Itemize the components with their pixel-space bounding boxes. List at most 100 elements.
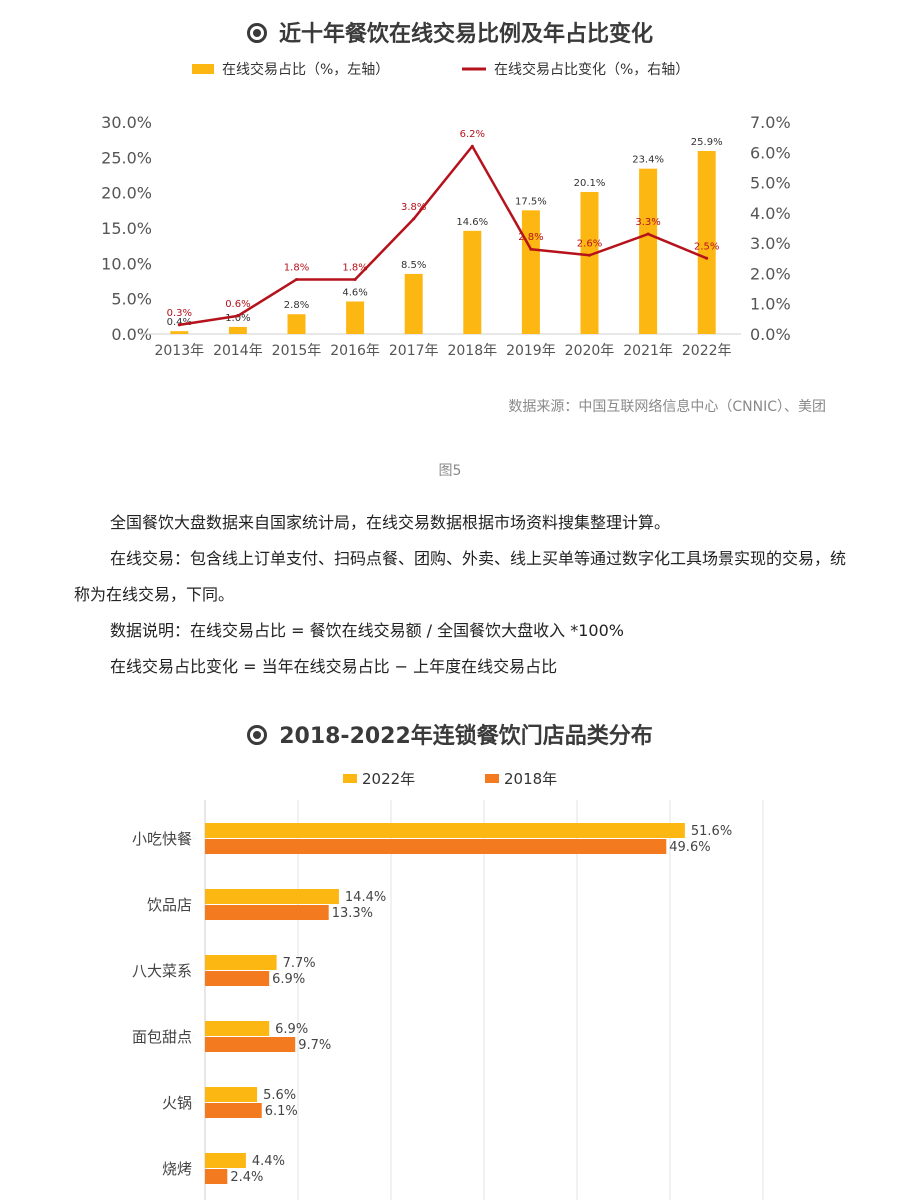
x-axis-tick-label: 2016年 <box>330 343 380 359</box>
bar-data-label: 20.1% <box>574 178 606 189</box>
legend-label-line: 在线交易占比变化（%，右轴） <box>494 61 689 78</box>
target-icon <box>246 23 267 43</box>
x-axis-tick-label: 2019年 <box>506 343 556 359</box>
line-point <box>353 277 357 281</box>
line-data-label: 1.8% <box>342 262 367 273</box>
bar-2022-data-label: 14.4% <box>345 890 386 905</box>
bar-2022 <box>205 1021 270 1036</box>
bar-2018 <box>205 971 270 986</box>
line-point <box>295 277 298 281</box>
bar <box>463 230 482 334</box>
bar-2022-data-label: 5.6% <box>263 1088 296 1103</box>
chart2-title: 2018-2022年连锁餐饮门店品类分布 <box>0 718 900 750</box>
bar <box>404 273 423 334</box>
x-axis-tick-label: 2022年 <box>682 343 732 359</box>
bar-data-label: 2.8% <box>284 300 309 311</box>
legend-label-2018: 2018年 <box>504 770 557 788</box>
bar-2018 <box>205 1103 262 1118</box>
left-axis-tick-label: 10.0% <box>101 254 152 273</box>
x-axis-tick-label: 2013年 <box>154 343 204 359</box>
x-axis-tick-label: 2015年 <box>272 343 322 359</box>
bar-data-label: 25.9% <box>691 137 723 148</box>
bar-2022-data-label: 4.4% <box>252 1154 285 1169</box>
category-label: 面包甜点 <box>132 1028 192 1046</box>
left-axis-tick-label: 20.0% <box>101 184 152 203</box>
category-label: 饮品店 <box>147 896 192 914</box>
bar-data-label: 23.4% <box>632 155 664 166</box>
bar-2022-data-label: 7.7% <box>283 956 316 971</box>
bar <box>521 210 540 334</box>
right-axis-tick-label: 3.0% <box>750 234 791 253</box>
bar-2018 <box>205 839 667 854</box>
line-point <box>646 232 650 236</box>
bar-2018-data-label: 6.9% <box>272 972 305 987</box>
series-line <box>179 144 708 327</box>
line-data-label: 0.3% <box>167 308 192 319</box>
bar-2018-data-label: 9.7% <box>298 1038 331 1053</box>
line-point <box>470 144 474 148</box>
category-label: 烧烤 <box>162 1160 192 1178</box>
category-label: 八大菜系 <box>132 962 192 980</box>
left-axis-tick-label: 25.0% <box>101 148 152 167</box>
bar <box>287 314 306 334</box>
line-data-label: 3.8% <box>401 202 426 213</box>
bar-data-label: 0.4% <box>167 317 192 328</box>
bar-2022 <box>205 955 277 970</box>
bar <box>228 326 247 334</box>
legend-swatch-2018 <box>485 774 499 783</box>
right-axis-tick-label: 6.0% <box>750 143 791 162</box>
legend-label-2022: 2022年 <box>362 770 415 788</box>
right-axis-tick-label: 0.0% <box>750 325 791 344</box>
legend-label-bar: 在线交易占比（%，左轴） <box>222 61 389 78</box>
x-axis-tick-label: 2020年 <box>565 343 615 359</box>
left-axis-tick-label: 30.0% <box>101 113 152 132</box>
right-axis-tick-label: 1.0% <box>750 295 791 314</box>
note-paragraph: 数据说明：在线交易占比 = 餐饮在线交易额 / 全国餐饮大盘收入 *100% <box>110 621 624 640</box>
bar <box>697 150 716 334</box>
right-axis-tick-label: 5.0% <box>750 174 791 193</box>
line-data-label: 1.8% <box>284 262 309 273</box>
line-data-label: 2.5% <box>694 241 719 252</box>
bar-2022-data-label: 6.9% <box>275 1022 308 1037</box>
chart1-combo-chart: 在线交易占比（%，左轴） 在线交易占比变化（%，右轴） 0.0% 5.0% 10.0% 1… <box>101 61 791 359</box>
bar <box>346 301 365 334</box>
bar-data-label: 8.5% <box>401 260 426 271</box>
line-data-label: 3.3% <box>635 217 660 228</box>
line-point <box>529 247 533 251</box>
line-point <box>177 323 181 327</box>
line-point <box>588 253 591 257</box>
line-data-label: 0.6% <box>225 299 250 310</box>
bar <box>580 191 599 334</box>
left-axis-tick-label: 0.0% <box>111 325 152 344</box>
data-source: 数据来源：中国互联网络信息中心（CNNIC）、美团 <box>508 399 826 415</box>
line-data-label: 6.2% <box>460 129 485 140</box>
legend-swatch-2022 <box>343 774 357 783</box>
bar-2018-data-label: 49.6% <box>669 840 710 855</box>
bar-2018 <box>205 1037 296 1052</box>
bar-2022 <box>205 889 339 904</box>
bar-data-label: 1.0% <box>225 313 250 324</box>
note-paragraph: 在线交易：包含线上订单支付、扫码点餐、团购、外卖、线上买单等通过数字化工具场景实… <box>74 549 847 604</box>
right-axis-tick-label: 2.0% <box>750 264 791 283</box>
notes-section: 全国餐饮大盘数据来自国家统计局，在线交易数据根据市场资料搜集整理计算。 在线交易… <box>74 505 854 685</box>
category-label: 火锅 <box>162 1094 192 1112</box>
x-axis-tick-label: 2018年 <box>447 343 497 359</box>
bar-data-label: 4.6% <box>342 287 367 298</box>
chart1-title: 近十年餐饮在线交易比例及年占比变化 <box>0 16 900 48</box>
figure-caption: 图5 <box>438 463 462 479</box>
bar-2018-data-label: 2.4% <box>230 1170 263 1185</box>
bar-2018 <box>205 1169 228 1184</box>
x-axis-tick-label: 2021年 <box>623 343 673 359</box>
right-axis-tick-label: 7.0% <box>750 113 791 132</box>
bar-data-label: 14.6% <box>456 217 488 228</box>
line-data-label: 2.6% <box>577 238 602 249</box>
line-point <box>236 314 240 318</box>
bar-2022 <box>205 1153 246 1168</box>
x-axis-tick-label: 2017年 <box>389 343 439 359</box>
legend-swatch-bar <box>192 64 214 74</box>
bar <box>639 168 658 334</box>
bar-2022-data-label: 51.6% <box>691 824 732 839</box>
bar <box>170 331 189 334</box>
note-paragraph: 全国餐饮大盘数据来自国家统计局，在线交易数据根据市场资料搜集整理计算。 <box>110 513 671 532</box>
left-axis-tick-label: 15.0% <box>101 219 152 238</box>
